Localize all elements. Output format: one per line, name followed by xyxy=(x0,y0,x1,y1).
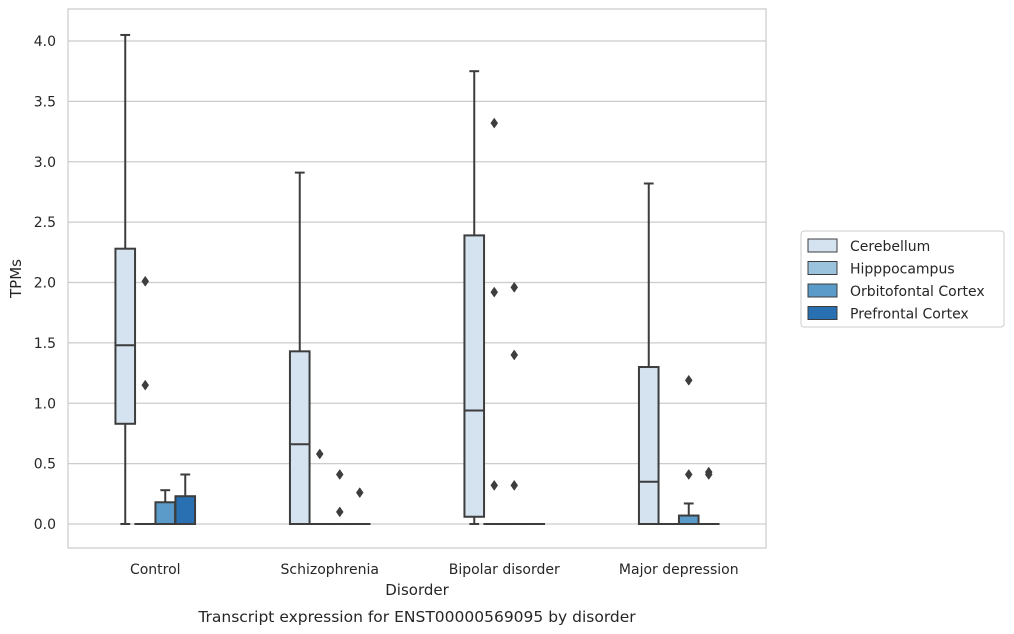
legend: Cerebellum Hipppocampus Orbitofontal Corte… xyxy=(800,230,1005,328)
plot-marks xyxy=(114,33,720,526)
box-group xyxy=(637,182,660,525)
outlier-point xyxy=(704,469,713,480)
y-tick-label: 3.0 xyxy=(34,155,56,171)
x-axis-title: Disorder xyxy=(385,581,449,599)
box-group xyxy=(288,171,311,526)
plot-area-frame xyxy=(67,8,767,549)
x-tick-label: Schizophrenia xyxy=(281,562,379,578)
legend-label: Hipppocampus xyxy=(850,262,955,278)
box-group xyxy=(348,487,371,526)
outlier-point xyxy=(490,286,499,298)
legend-label: Orbitofontal Cortex xyxy=(850,284,985,300)
box-group xyxy=(463,70,486,525)
legend-item: Orbitofontal Cortex xyxy=(807,283,985,300)
box xyxy=(463,234,486,518)
x-tick-label: Major depression xyxy=(619,562,739,578)
box xyxy=(677,514,700,525)
y-tick-label: 3.5 xyxy=(34,94,56,110)
box-group xyxy=(174,473,197,526)
outlier-point xyxy=(141,379,150,391)
legend-label: Cerebellum xyxy=(850,239,930,255)
box xyxy=(637,366,660,525)
legend-swatch xyxy=(807,238,838,253)
outlier-point xyxy=(510,281,519,293)
y-axis-title: TPMs xyxy=(7,259,25,299)
y-tick-label: 1.5 xyxy=(34,336,56,352)
legend-item: Prefrontal Cortex xyxy=(807,306,969,323)
legend-swatch xyxy=(807,261,838,275)
y-tick-label: 4.0 xyxy=(34,34,56,50)
y-tick-label: 2.0 xyxy=(34,276,56,292)
y-tick-label: 1.0 xyxy=(34,396,56,412)
outlier-point xyxy=(335,506,344,518)
box xyxy=(288,350,311,526)
box-group xyxy=(697,466,720,526)
y-tick-label: 2.5 xyxy=(34,215,56,231)
x-tick-label: Control xyxy=(130,562,181,578)
outlier-point xyxy=(141,275,150,287)
chart-caption: Transcript expression for ENST0000056909… xyxy=(197,608,636,626)
box-group xyxy=(134,275,157,526)
legend-swatch xyxy=(807,306,838,320)
legend-label: Prefrontal Cortex xyxy=(850,307,969,323)
x-tick-labels: Control Schizophrenia Bipolar disorder Majo… xyxy=(130,562,739,578)
outlier-point xyxy=(335,469,344,480)
box xyxy=(154,501,177,526)
box-group xyxy=(114,33,137,525)
box-group xyxy=(677,374,700,525)
legend-frame xyxy=(800,230,1005,328)
x-tick-label: Bipolar disorder xyxy=(449,562,560,578)
outlier-point xyxy=(684,469,693,480)
outlier-point xyxy=(510,349,519,361)
outlier-point xyxy=(490,479,499,491)
box-group xyxy=(503,281,526,526)
y-tick-label: 0.5 xyxy=(34,457,56,473)
legend-swatch xyxy=(807,283,838,298)
box-group xyxy=(328,469,351,526)
y-tick-label: 0.0 xyxy=(34,517,56,533)
legend-item: Hipppocampus xyxy=(807,261,955,278)
y-tick-labels: 0.0 0.5 1.0 1.5 2.0 2.5 3.0 3.5 4.0 xyxy=(34,34,56,533)
box-group xyxy=(483,117,506,526)
outlier-point xyxy=(355,487,364,499)
outlier-point xyxy=(510,479,519,491)
outlier-point xyxy=(490,117,499,129)
box xyxy=(114,247,137,425)
legend-item: Cerebellum xyxy=(807,238,930,255)
outlier-point xyxy=(315,448,324,460)
outlier-point xyxy=(684,374,693,386)
box xyxy=(174,495,197,526)
